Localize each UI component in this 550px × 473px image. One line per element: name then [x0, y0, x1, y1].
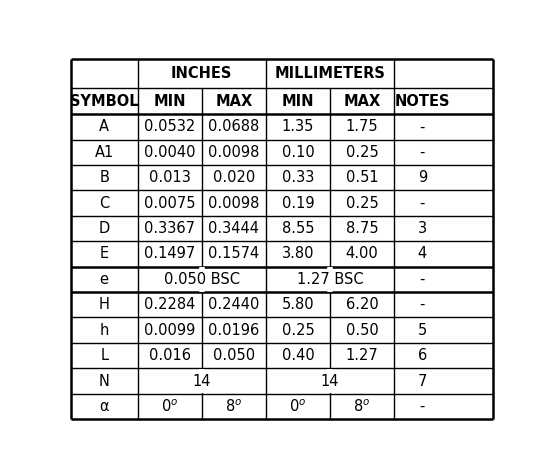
Text: 0.0075: 0.0075	[144, 195, 195, 210]
Text: 0.50: 0.50	[346, 323, 378, 338]
Text: 0.1574: 0.1574	[208, 246, 260, 262]
Text: 1.27 BSC: 1.27 BSC	[296, 272, 364, 287]
Text: MAX: MAX	[343, 94, 381, 109]
Text: A: A	[99, 119, 109, 134]
Text: 0.2440: 0.2440	[208, 297, 260, 312]
Text: 0.19: 0.19	[282, 195, 314, 210]
Text: 0.3444: 0.3444	[208, 221, 259, 236]
Text: 0.25: 0.25	[346, 145, 378, 160]
Text: 0.33: 0.33	[282, 170, 314, 185]
Text: 0.0040: 0.0040	[144, 145, 195, 160]
Text: -: -	[420, 399, 425, 414]
Text: 0.050: 0.050	[213, 348, 255, 363]
Text: D: D	[98, 221, 110, 236]
Text: 0.25: 0.25	[282, 323, 314, 338]
Text: 6: 6	[418, 348, 427, 363]
Text: 0$^o$: 0$^o$	[289, 398, 306, 415]
Text: 0.0099: 0.0099	[144, 323, 195, 338]
Text: 0.2284: 0.2284	[144, 297, 195, 312]
Text: 0$^o$: 0$^o$	[161, 398, 178, 415]
Text: 1.27: 1.27	[346, 348, 378, 363]
Text: 0.020: 0.020	[213, 170, 255, 185]
Text: -: -	[420, 145, 425, 160]
Text: MIN: MIN	[282, 94, 314, 109]
Text: 0.0532: 0.0532	[144, 119, 195, 134]
Text: N: N	[99, 374, 109, 388]
Text: 1.75: 1.75	[346, 119, 378, 134]
Text: 4.00: 4.00	[346, 246, 378, 262]
Text: MIN: MIN	[153, 94, 186, 109]
Text: 7: 7	[417, 374, 427, 388]
Text: 0.0098: 0.0098	[208, 145, 260, 160]
Text: MAX: MAX	[215, 94, 252, 109]
Text: 3.80: 3.80	[282, 246, 314, 262]
Text: -: -	[420, 297, 425, 312]
Text: 8$^o$: 8$^o$	[225, 398, 243, 415]
Text: 0.0688: 0.0688	[208, 119, 260, 134]
Text: 0.25: 0.25	[346, 195, 378, 210]
Text: 0.10: 0.10	[282, 145, 314, 160]
Text: NOTES: NOTES	[395, 94, 450, 109]
Text: 14: 14	[192, 374, 211, 388]
Text: 8.55: 8.55	[282, 221, 314, 236]
Text: L: L	[100, 348, 108, 363]
Text: 0.51: 0.51	[346, 170, 378, 185]
Text: E: E	[100, 246, 109, 262]
Text: 6.20: 6.20	[346, 297, 378, 312]
Text: 0.3367: 0.3367	[144, 221, 195, 236]
Text: INCHES: INCHES	[171, 66, 233, 81]
Text: 14: 14	[321, 374, 339, 388]
Text: 0.40: 0.40	[282, 348, 314, 363]
Text: 5: 5	[418, 323, 427, 338]
Text: h: h	[100, 323, 109, 338]
Text: 0.050 BSC: 0.050 BSC	[164, 272, 240, 287]
Text: α: α	[100, 399, 109, 414]
Text: -: -	[420, 272, 425, 287]
Text: 9: 9	[418, 170, 427, 185]
Text: -: -	[420, 119, 425, 134]
Text: e: e	[100, 272, 109, 287]
Text: 3: 3	[418, 221, 427, 236]
Text: 0.016: 0.016	[148, 348, 191, 363]
Text: 0.0196: 0.0196	[208, 323, 260, 338]
Text: 8$^o$: 8$^o$	[354, 398, 371, 415]
Text: H: H	[99, 297, 109, 312]
Text: -: -	[420, 195, 425, 210]
Text: 8.75: 8.75	[346, 221, 378, 236]
Text: 5.80: 5.80	[282, 297, 314, 312]
Text: B: B	[100, 170, 109, 185]
Text: C: C	[99, 195, 109, 210]
Text: 1.35: 1.35	[282, 119, 314, 134]
Text: 0.0098: 0.0098	[208, 195, 260, 210]
Text: A1: A1	[95, 145, 114, 160]
Text: 0.013: 0.013	[148, 170, 190, 185]
Text: MILLIMETERS: MILLIMETERS	[274, 66, 386, 81]
Text: 4: 4	[418, 246, 427, 262]
Text: 0.1497: 0.1497	[144, 246, 195, 262]
Text: SYMBOL: SYMBOL	[70, 94, 139, 109]
